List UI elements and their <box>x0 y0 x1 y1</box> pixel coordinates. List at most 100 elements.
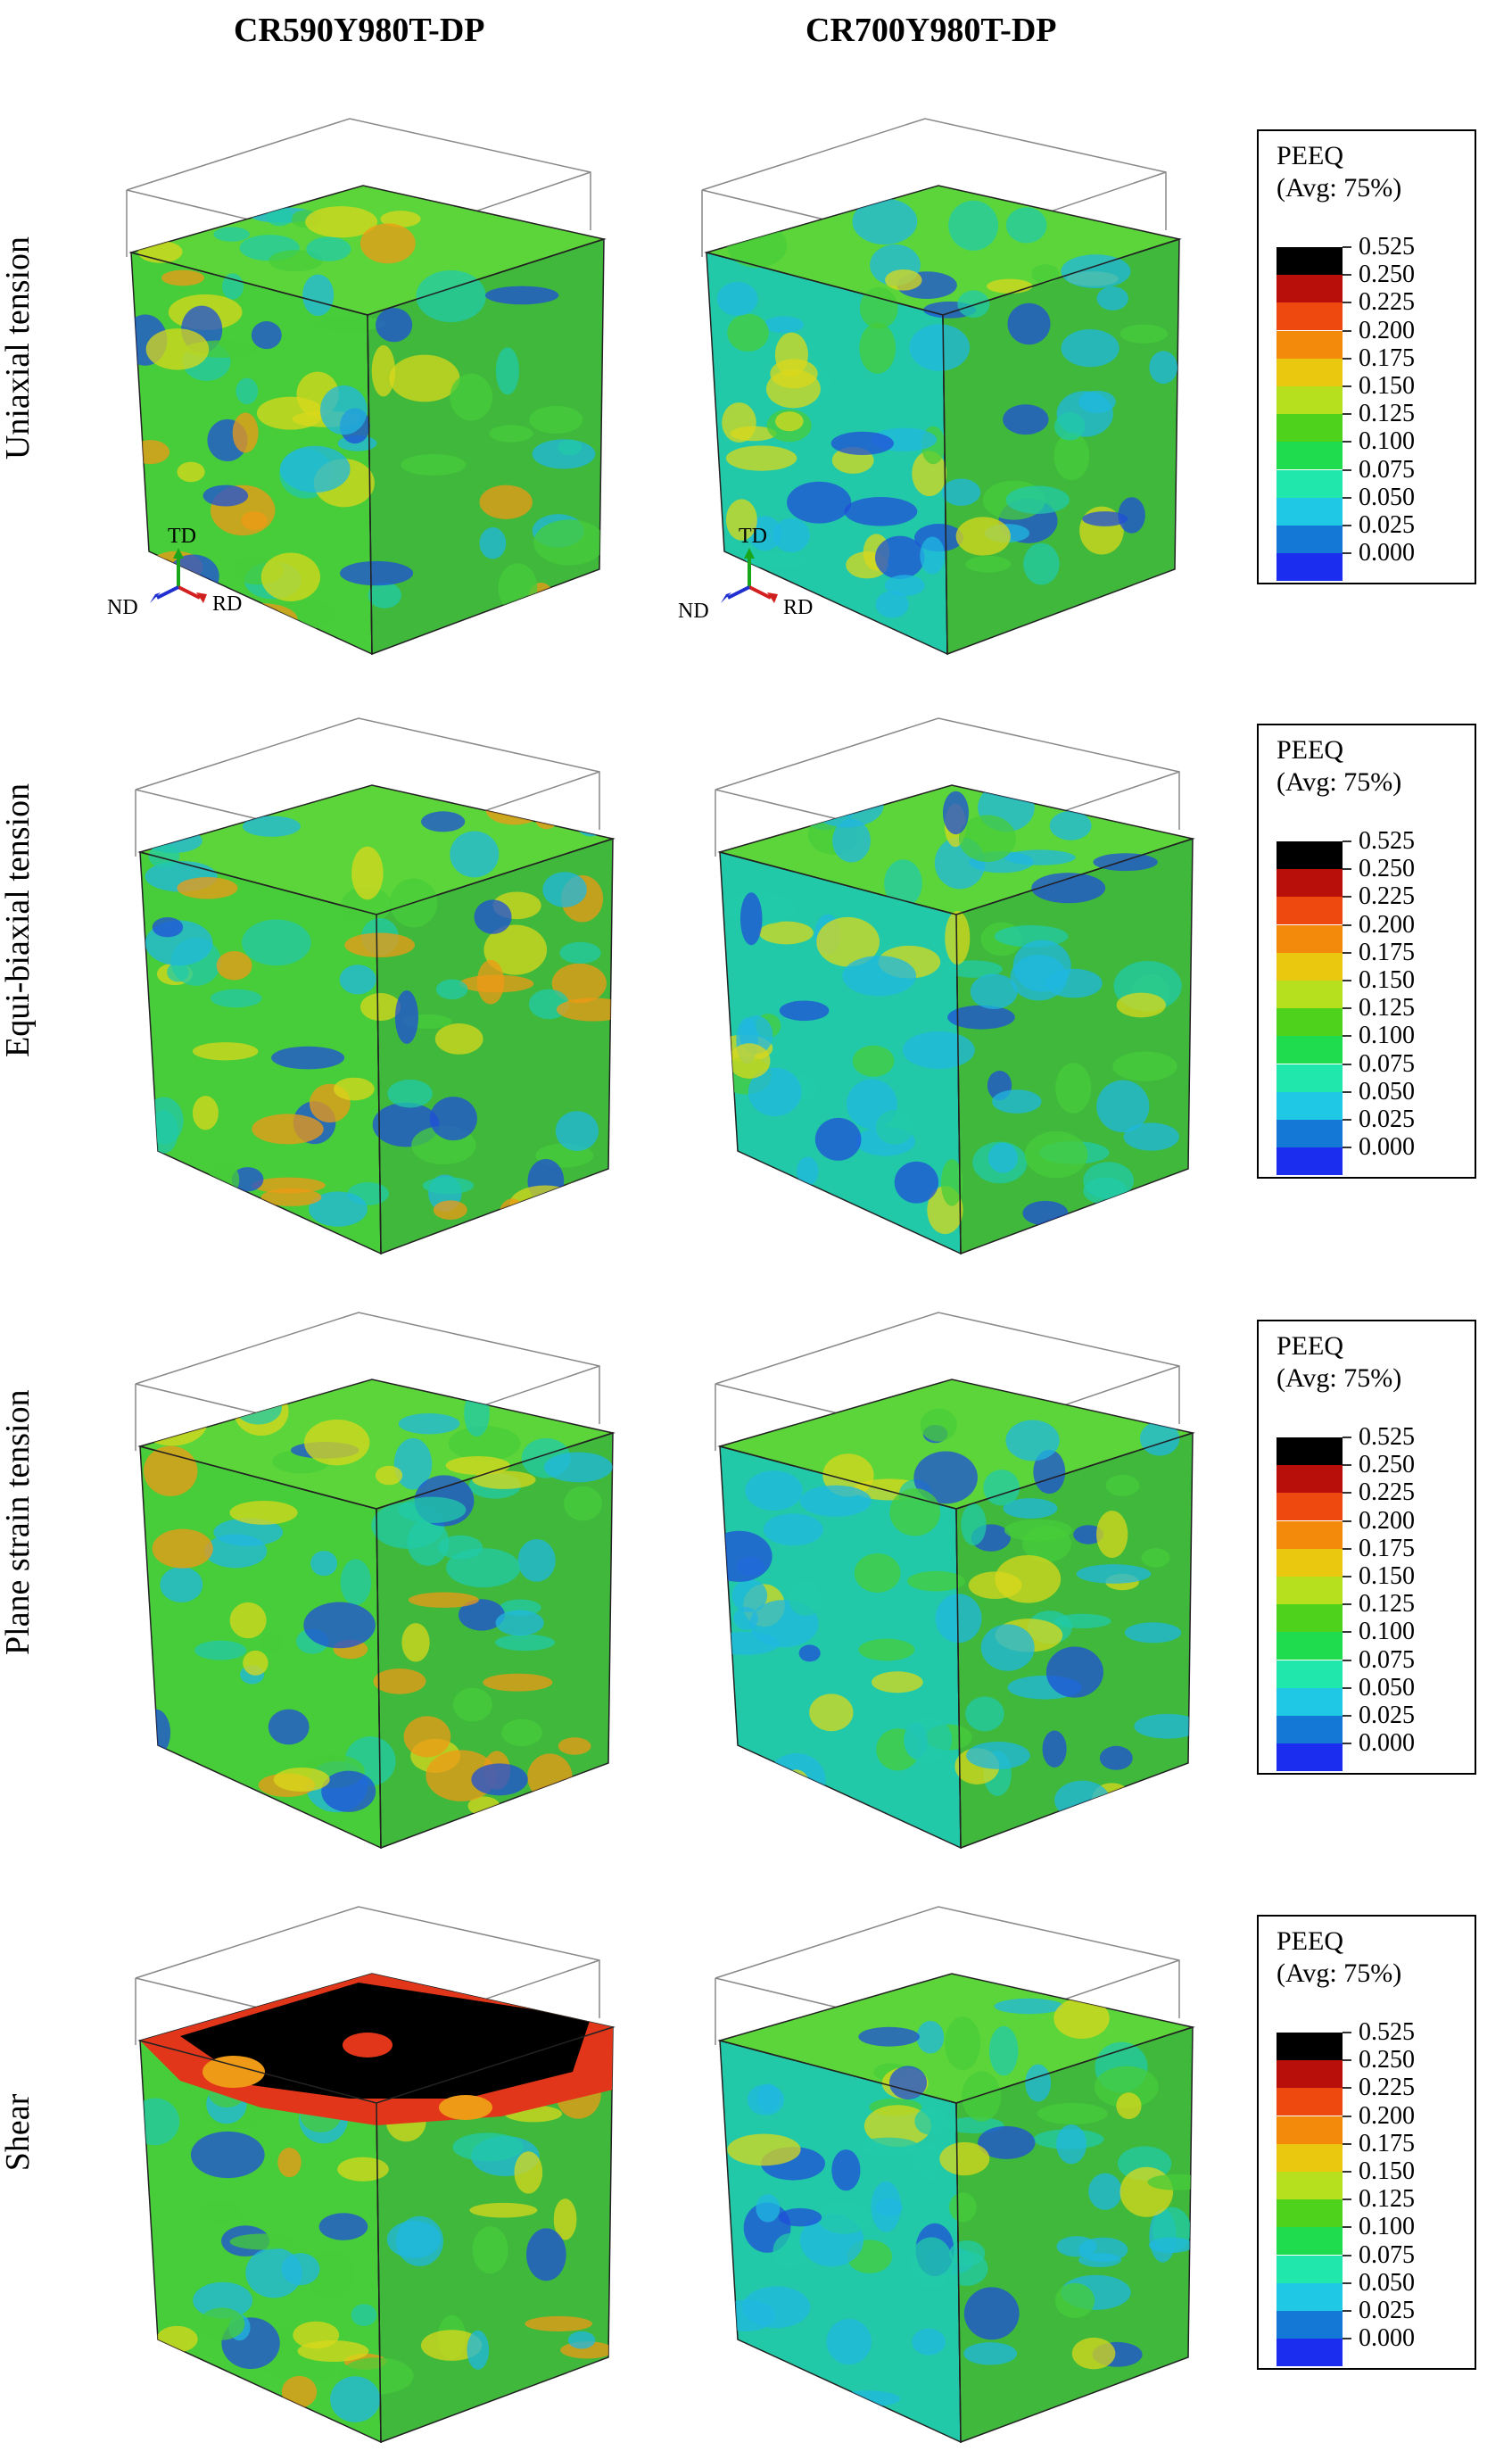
grain-patch <box>720 1155 763 1205</box>
td-label: TD <box>168 525 196 548</box>
grain-patch <box>421 811 466 832</box>
grain-patch <box>871 2181 902 2232</box>
cube-equibiaxial-cr700 <box>706 705 1242 1263</box>
grain-patch <box>858 2026 920 2047</box>
legend-swatch <box>1277 924 1343 953</box>
grain-patch <box>830 431 894 456</box>
grain-patch <box>727 223 788 269</box>
legend-value: 0.125 <box>1359 400 1415 428</box>
grain-patch <box>782 1769 810 1801</box>
legend-tick <box>1343 1437 1351 1438</box>
grain-patch <box>213 1518 284 1546</box>
legend-swatch <box>1277 1064 1343 1092</box>
legend-tick <box>1343 525 1351 526</box>
legend-title-line2: (Avg: 75%) <box>1277 1363 1402 1393</box>
grain-patch <box>429 1097 477 1141</box>
grain-patch <box>832 818 871 863</box>
grain-patch <box>1149 351 1178 385</box>
grain-patch <box>193 2281 253 2319</box>
grain-patch <box>277 2148 302 2178</box>
grain-patch <box>920 1408 957 1442</box>
legend-title-line1: PEEQ <box>1277 735 1343 765</box>
legend-tick <box>1343 2087 1351 2090</box>
legend-swatch <box>1277 1120 1343 1147</box>
grain-patch <box>1096 286 1128 311</box>
legend-swatch <box>1277 1036 1343 1064</box>
grain-patch <box>798 1644 821 1662</box>
grain-patch <box>268 1709 310 1745</box>
grain-patch <box>945 2016 981 2071</box>
grain-patch <box>534 807 558 830</box>
grain-patch <box>260 552 321 602</box>
grain-patch <box>1061 328 1120 368</box>
grain-patch <box>303 1602 376 1649</box>
grain-patch <box>271 1046 345 1070</box>
grain-patch <box>403 1716 451 1758</box>
grain-patch <box>251 321 282 350</box>
grain-patch <box>980 1624 1035 1671</box>
grain-patch <box>756 2083 781 2113</box>
grain-patch <box>1116 2092 1142 2119</box>
grain-patch <box>889 1488 941 1536</box>
legend-swatch <box>1277 952 1343 981</box>
grain-patch <box>398 1412 460 1435</box>
grain-patch <box>558 1737 591 1755</box>
legend-value: 0.525 <box>1359 2018 1415 2046</box>
grain-patch <box>310 1551 338 1577</box>
grain-patch <box>875 591 909 618</box>
legend-value: 0.100 <box>1359 1618 1415 1646</box>
grain-patch <box>727 2133 801 2166</box>
grain-patch <box>1105 1474 1140 1496</box>
grain-patch <box>351 846 384 900</box>
legend-value: 0.100 <box>1359 1022 1415 1050</box>
grain-patch <box>387 1079 433 1108</box>
grain-patch <box>152 1528 213 1569</box>
grain-patch <box>407 1519 450 1566</box>
legend-swatch <box>1277 2033 1343 2060</box>
grain-patch <box>858 1638 915 1661</box>
grain-patch <box>359 993 401 1022</box>
grain-patch <box>380 211 421 228</box>
grain-patch <box>1124 1622 1182 1644</box>
grain-patch <box>221 273 244 300</box>
column-title-cr590: CR590Y980T-DP <box>234 12 485 49</box>
grain-patch <box>559 941 601 964</box>
grain-patch <box>344 932 416 958</box>
grain-patch <box>190 2131 265 2179</box>
legend-value: 0.250 <box>1359 2046 1415 2074</box>
legend-value: 0.150 <box>1359 966 1415 994</box>
grain-patch <box>464 1390 490 1437</box>
grain-patch <box>458 1599 505 1631</box>
grain-patch <box>1024 1130 1088 1179</box>
grain-patch <box>269 250 323 272</box>
grain-patch <box>1054 1780 1111 1820</box>
grain-patch <box>904 1716 953 1764</box>
legend-value: 0.000 <box>1359 539 1415 567</box>
grain-patch <box>373 1668 426 1694</box>
legend-value: 0.050 <box>1359 1077 1415 1105</box>
grain-patch <box>177 461 205 483</box>
grain-patch <box>242 816 301 837</box>
legend-tick <box>1343 329 1351 332</box>
grain-patch <box>913 2142 945 2181</box>
grain-patch <box>408 1592 479 1608</box>
legend-swatch <box>1277 869 1343 898</box>
grain-patch <box>1022 1200 1069 1226</box>
grain-patch <box>555 1111 599 1151</box>
legend-swatch <box>1277 2199 1343 2228</box>
grain-patch <box>563 1486 603 1521</box>
grain-patch <box>722 402 756 443</box>
legend-value: 0.000 <box>1359 1133 1415 1162</box>
legend-tick <box>1343 2142 1351 2145</box>
grain-patch <box>266 208 293 227</box>
grain-patch <box>1078 390 1116 414</box>
grain-patch <box>376 308 413 343</box>
grain-patch <box>401 453 467 476</box>
legend-value: 0.250 <box>1359 1451 1415 1479</box>
legend-tick <box>1343 1007 1351 1010</box>
grain-patch <box>1148 2237 1193 2254</box>
grain-patch <box>1025 2064 1052 2102</box>
grain-patch <box>145 328 210 370</box>
legend-value: 0.075 <box>1359 455 1415 484</box>
column-title-cr700: CR700Y980T-DP <box>806 12 1057 49</box>
